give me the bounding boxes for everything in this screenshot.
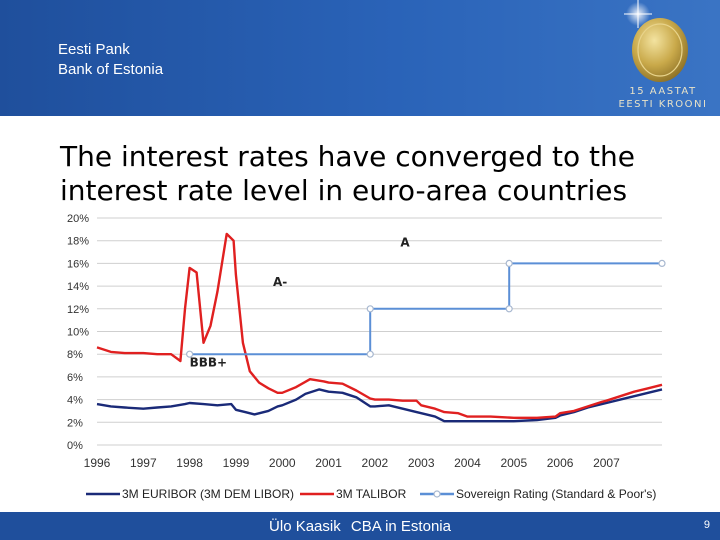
x-tick-label: 2001 bbox=[315, 456, 342, 470]
rating-marker bbox=[505, 305, 513, 313]
y-tick-label: 0% bbox=[67, 440, 83, 452]
bank-name-english: Bank of Estonia bbox=[58, 61, 164, 78]
x-tick-label: 2005 bbox=[500, 456, 527, 470]
x-tick-label: 2003 bbox=[408, 456, 435, 470]
x-tick-label: 1997 bbox=[130, 456, 157, 470]
y-tick-label: 16% bbox=[67, 258, 89, 270]
x-tick-label: 1999 bbox=[223, 456, 250, 470]
y-tick-label: 12% bbox=[67, 304, 89, 316]
rating-annotation: BBB+ bbox=[190, 356, 228, 370]
x-tick-label: 2007 bbox=[593, 456, 620, 470]
x-tick-label: 2004 bbox=[454, 456, 481, 470]
series-line-0 bbox=[96, 388, 663, 423]
footer-author: Ülo Kaasik bbox=[269, 518, 341, 535]
rating-marker bbox=[186, 350, 194, 358]
legend-label: 3M TALIBOR bbox=[336, 487, 407, 501]
interest-rate-chart: 0% 2% 4% 6% 8% 10% 12% 14% 16% 18% 20% 1996 1997 1998… bbox=[67, 213, 666, 501]
anniversary-line-1: 15 AASTAT bbox=[629, 86, 697, 97]
y-tick-label: 20% bbox=[67, 213, 89, 225]
rating-marker bbox=[658, 259, 666, 268]
page-number: 9 bbox=[703, 519, 710, 531]
y-tick-label: 10% bbox=[67, 327, 89, 339]
footer-subject: CBA in Estonia bbox=[350, 518, 451, 535]
y-tick-label: 2% bbox=[67, 417, 83, 429]
anniversary-line-2: EESTI KROONI bbox=[618, 99, 708, 110]
series-line-1 bbox=[96, 232, 663, 419]
x-tick-label: 1996 bbox=[84, 456, 111, 470]
y-tick-label: 8% bbox=[67, 349, 83, 361]
y-tick-label: 4% bbox=[67, 395, 83, 407]
y-tick-label: 6% bbox=[67, 372, 83, 384]
x-tick-label: 1998 bbox=[176, 456, 203, 470]
legend-label: 3M EURIBOR (3M DEM LIBOR) bbox=[122, 487, 294, 501]
rating-annotation: A- bbox=[273, 275, 287, 289]
slide-title: The interest rates have converged to the… bbox=[60, 140, 635, 207]
y-tick-label: 18% bbox=[67, 236, 89, 248]
slide-header: Eesti Pank Bank of Estonia 15 AASTAT EES… bbox=[0, 0, 720, 116]
y-tick-label: 14% bbox=[67, 281, 89, 293]
bank-name-estonian: Eesti Pank bbox=[58, 41, 130, 58]
rating-marker bbox=[366, 350, 374, 358]
coin-icon bbox=[624, 0, 688, 82]
footer-text: Ülo Kaasik CBA in Estonia bbox=[0, 518, 720, 535]
slide-footer: Ülo Kaasik CBA in Estonia 9 bbox=[0, 512, 720, 540]
legend-marker bbox=[433, 490, 441, 498]
legend-label: Sovereign Rating (Standard & Poor's) bbox=[456, 487, 656, 501]
rating-marker bbox=[366, 305, 374, 313]
series-line-2 bbox=[189, 262, 662, 356]
x-tick-label: 2006 bbox=[547, 456, 574, 470]
x-tick-label: 2002 bbox=[362, 456, 389, 470]
rating-annotation: A bbox=[400, 235, 410, 249]
rating-marker bbox=[505, 259, 513, 268]
x-tick-label: 2000 bbox=[269, 456, 296, 470]
